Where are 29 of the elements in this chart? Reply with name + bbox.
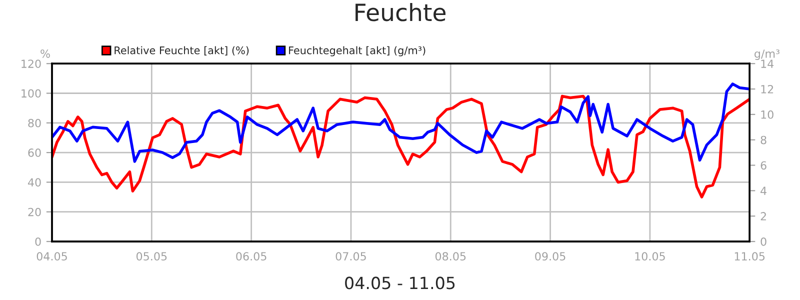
x-tick-label: 07.05: [336, 252, 366, 261]
y-tick-label: 100: [22, 89, 41, 98]
x-tick-label: 04.05: [36, 252, 67, 261]
y-tick-label: 20: [28, 208, 41, 216]
chart-title: Feuchte: [356, 3, 446, 22]
x-tick-label: 06.05: [236, 252, 266, 261]
y2-tick-label: 14: [761, 60, 774, 68]
y2-tick-label: 10: [761, 110, 774, 119]
x-tick-label: 09.05: [535, 252, 566, 261]
y-tick-label: 0: [35, 237, 41, 246]
y2-axis-title: g/m³: [754, 49, 780, 60]
y-tick-label: 80: [28, 118, 41, 128]
y2-tick-label: 8: [760, 136, 766, 144]
y2-tick-label: 2: [760, 212, 766, 220]
x-tick-label: 11.05: [734, 252, 765, 261]
x-axis-title: 04.05 - 11.05: [345, 276, 455, 290]
y2-tick-label: 6: [760, 161, 766, 170]
x-tick-label: 05.05: [136, 252, 167, 261]
legend-label: Relative Feuchte [akt] (%): [114, 46, 249, 56]
y2-tick-label: 12: [761, 84, 774, 94]
legend-label: Feuchtegehalt [akt] (g/m³): [289, 46, 426, 56]
y2-tick-label: 4: [760, 186, 766, 195]
y-tick-label: 60: [28, 148, 41, 157]
x-tick-label: 10.05: [635, 252, 665, 261]
y-tick-label: 40: [28, 178, 41, 187]
y-tick-label: 120: [22, 60, 41, 68]
x-tick-label: 08.05: [435, 252, 466, 261]
y-axis-title: %: [40, 49, 50, 58]
y2-tick-label: 0: [760, 237, 766, 246]
